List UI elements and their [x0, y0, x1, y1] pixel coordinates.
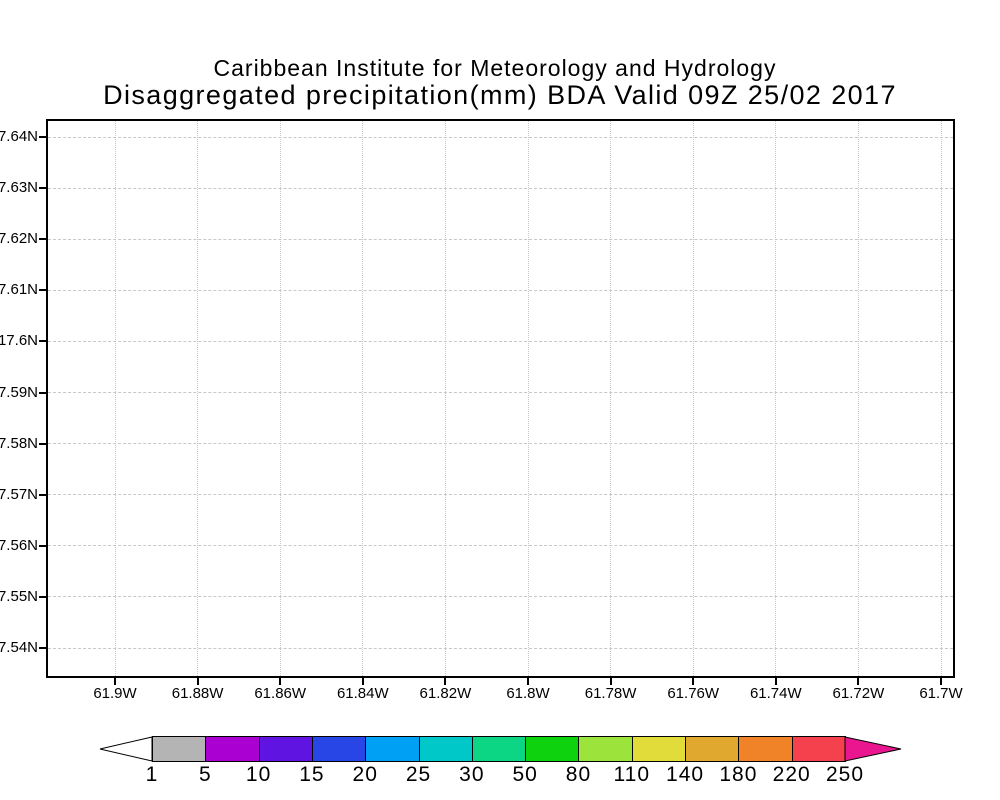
colorbar-segment — [685, 736, 740, 762]
y-axis-tick — [39, 647, 46, 649]
colorbar-tick-label: 10 — [245, 763, 272, 786]
v-gridline — [692, 121, 694, 676]
y-tick-label: 7.55N — [0, 587, 38, 605]
colorbar-segment — [525, 736, 580, 762]
y-tick-label: 7.54N — [0, 639, 38, 656]
x-tick-label: 61.74W — [749, 685, 802, 702]
x-axis-tick — [940, 678, 942, 685]
v-gridline — [940, 121, 942, 676]
colorbar-segment — [631, 736, 687, 762]
h-gridline — [48, 187, 953, 189]
x-axis-tick — [609, 678, 612, 685]
colorbar-tick-label: 180 — [719, 763, 758, 786]
y-axis-tick — [39, 187, 46, 190]
colorbar-segment — [258, 736, 313, 762]
y-axis-tick — [39, 340, 46, 343]
y-tick-label: 7.57N — [0, 485, 38, 503]
h-gridline — [48, 340, 953, 342]
h-gridline — [48, 289, 953, 291]
colorbar-right-arrow — [844, 736, 902, 762]
v-gridline — [527, 121, 529, 676]
h-gridline — [48, 494, 953, 496]
x-axis-tick — [196, 678, 199, 685]
v-gridline — [610, 121, 612, 676]
h-gridline — [48, 647, 953, 649]
x-axis-tick — [857, 678, 860, 685]
institute-suptitle: Caribbean Institute for Meteorology and … — [213, 55, 777, 81]
colorbar-tick-label: 5 — [198, 763, 212, 786]
colorbar-tick-label: 80 — [565, 763, 592, 786]
x-tick-label: 61.8W — [506, 685, 550, 702]
colorbar-tick-label: 250 — [825, 763, 865, 786]
colorbar-tick-label: 220 — [772, 763, 811, 786]
y-tick-label: 7.59N — [0, 383, 38, 401]
colorbar-tick-label: 50 — [512, 763, 538, 786]
v-gridline — [114, 121, 116, 676]
v-gridline — [362, 121, 364, 676]
y-axis-tick — [39, 136, 46, 138]
colorbar-left-arrow — [99, 736, 153, 762]
x-axis-tick — [279, 678, 282, 685]
x-axis-tick — [114, 678, 116, 685]
x-tick-label: 61.9W — [93, 685, 137, 702]
y-tick-label: 7.64N — [0, 128, 38, 145]
y-tick-label: 7.63N — [0, 179, 38, 197]
x-tick-label: 61.86W — [254, 685, 307, 702]
y-tick-label: 7.62N — [0, 230, 38, 248]
h-gridline — [48, 392, 953, 393]
v-gridline — [775, 121, 777, 676]
y-axis-tick — [39, 238, 46, 241]
colorbar-segment — [311, 736, 367, 762]
y-tick-label: 7.61N — [0, 281, 38, 299]
v-gridline — [279, 121, 281, 676]
h-gridline — [48, 136, 953, 138]
v-gridline — [857, 121, 859, 676]
plot-frame — [46, 119, 955, 678]
y-tick-label: 7.56N — [0, 536, 38, 554]
v-gridline — [197, 121, 199, 676]
y-axis-tick — [39, 544, 46, 547]
colorbar-tick-label: 15 — [299, 763, 325, 786]
colorbar-segment — [365, 736, 420, 762]
colorbar-tick-label: 140 — [666, 763, 705, 786]
colorbar-tick-label: 1 — [145, 763, 159, 786]
h-gridline — [48, 238, 953, 240]
colorbar-segment — [791, 736, 846, 762]
colorbar-tick-label: 30 — [459, 763, 485, 786]
y-tick-label: 7.58N — [0, 434, 38, 452]
y-axis-tick — [39, 289, 46, 292]
h-gridline — [48, 545, 953, 547]
colorbar-segment — [418, 736, 473, 762]
v-gridline — [444, 121, 446, 676]
x-tick-label: 61.88W — [171, 685, 224, 702]
colorbar-segment — [205, 736, 260, 762]
x-tick-label: 61.7W — [919, 685, 963, 702]
x-tick-label: 61.76W — [667, 685, 720, 702]
figure-title: Disaggregated precipitation(mm) BDA Vali… — [103, 80, 897, 110]
x-tick-label: 61.82W — [419, 685, 472, 702]
y-axis-tick — [39, 595, 46, 598]
y-axis-tick — [39, 493, 46, 496]
colorbar-tick-label: 110 — [613, 763, 651, 786]
h-gridline — [48, 596, 953, 598]
y-axis-tick — [39, 391, 46, 394]
y-tick-label: 17.6N — [0, 332, 38, 350]
colorbar-tick-label: 20 — [352, 763, 378, 786]
x-axis-tick — [692, 678, 695, 685]
x-axis-tick — [774, 678, 777, 685]
colorbar-segment — [471, 736, 527, 762]
colorbar-arrows — [99, 736, 902, 762]
x-tick-label: 61.72W — [832, 685, 885, 702]
x-tick-label: 61.78W — [584, 685, 637, 702]
x-axis-tick — [444, 678, 447, 685]
colorbar-segment — [152, 736, 207, 762]
x-axis-tick — [361, 678, 364, 685]
x-tick-label: 61.84W — [336, 685, 389, 702]
h-gridline — [48, 443, 953, 445]
x-axis-tick — [527, 678, 529, 685]
colorbar-tick-label: 25 — [405, 763, 432, 786]
y-axis-tick — [39, 442, 46, 445]
